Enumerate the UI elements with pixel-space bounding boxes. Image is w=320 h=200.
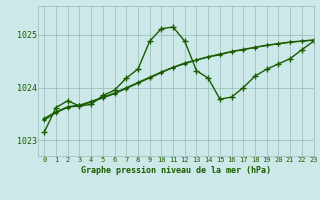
X-axis label: Graphe pression niveau de la mer (hPa): Graphe pression niveau de la mer (hPa): [81, 166, 271, 175]
